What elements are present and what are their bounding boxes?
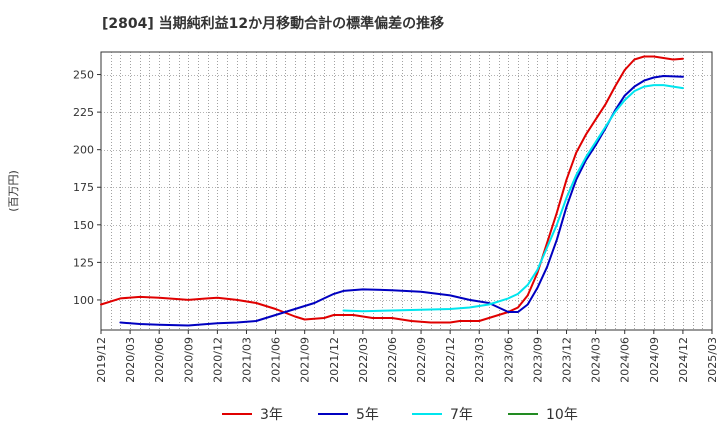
x-tick-label: 2021/06 [270,337,283,383]
x-tick-label: 2022/12 [444,337,457,383]
x-tick-label: 2024/09 [648,337,661,383]
y-tick-label: 200 [73,144,94,157]
chart-title: [2804] 当期純利益12か月移動合計の標準偏差の推移 [102,15,444,32]
x-tick-label: 2023/09 [531,337,544,383]
legend-label-3年: 3年 [260,407,283,423]
y-tick-label: 250 [73,69,94,82]
x-tick-label: 2022/09 [415,337,428,383]
y-tick-label: 100 [73,294,94,307]
x-tick-label: 2021/09 [299,337,312,383]
legend-label-10年: 10年 [546,407,578,423]
x-tick-label: 2020/12 [211,337,224,383]
legend-label-5年: 5年 [356,407,379,423]
series-line-7年 [342,84,684,313]
x-tick-label: 2020/03 [124,337,137,383]
x-tick-label: 2023/06 [502,337,515,383]
x-axis: 2019/12 2020/03 2020/06 2020/09 2020/12 2021/… [95,330,719,383]
y-axis: 100 125 150 175 200 225 250 [73,69,101,307]
series-line-3年 [100,55,684,324]
legend: 3年 5年 7年 10年 [222,407,578,423]
y-tick-label: 225 [73,106,94,119]
x-tick-label: 2024/12 [677,337,690,383]
legend-label-7年: 7年 [450,407,473,423]
x-tick-label: 2019/12 [95,337,108,383]
x-tick-label: 2022/03 [357,337,370,383]
y-tick-label: 175 [73,181,94,194]
plot-area [100,51,713,331]
x-tick-label: 2024/06 [619,337,632,383]
x-tick-label: 2025/03 [706,337,719,383]
x-tick-label: 2024/03 [590,337,603,383]
x-tick-label: 2021/12 [328,337,341,383]
x-tick-label: 2020/09 [182,337,195,383]
x-tick-label: 2020/06 [153,337,166,383]
x-tick-label: 2023/03 [473,337,486,383]
x-tick-label: 2023/12 [561,337,574,383]
y-tick-label: 125 [73,256,94,269]
x-tick-label: 2021/03 [240,337,253,383]
grid-lines [101,52,712,330]
x-tick-label: 2022/06 [386,337,399,383]
series-lines [100,55,684,327]
y-tick-label: 150 [73,219,94,232]
y-axis-label: (百万円) [7,170,20,212]
